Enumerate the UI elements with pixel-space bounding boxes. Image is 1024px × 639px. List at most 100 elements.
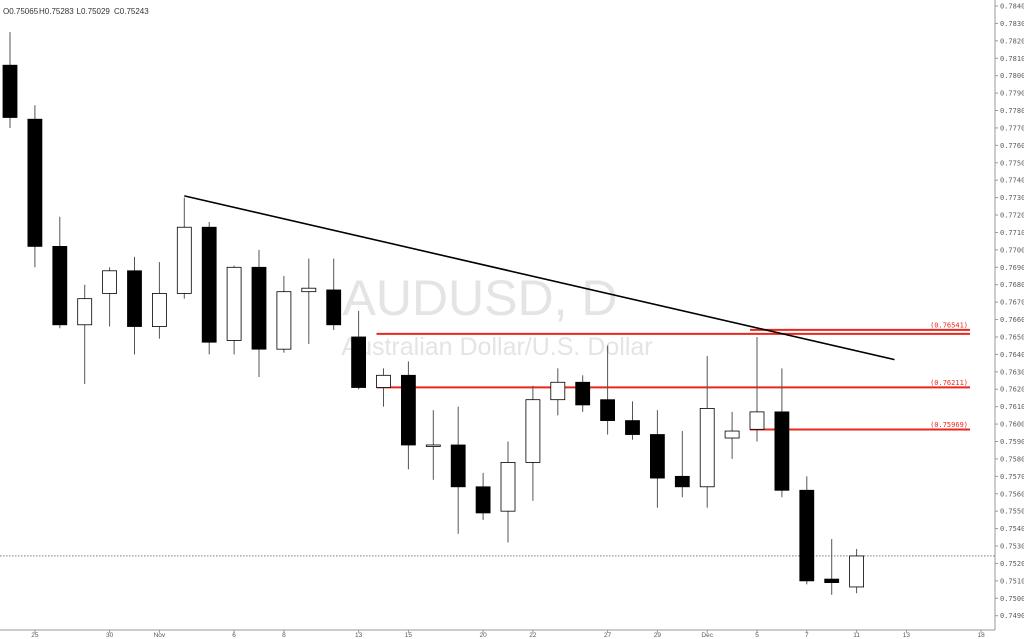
candle-body-up: [699, 408, 715, 488]
candle-body-down: [650, 434, 665, 479]
candle[interactable]: [226, 265, 242, 355]
candle[interactable]: [450, 406, 466, 534]
trend-line[interactable]: [184, 195, 895, 361]
candle-body-up: [500, 462, 516, 512]
candle[interactable]: [27, 105, 43, 268]
candle-body-up: [849, 555, 864, 588]
candle[interactable]: [351, 310, 367, 390]
candle[interactable]: [326, 258, 342, 331]
candle-body-up: [77, 298, 93, 326]
time-tick-label: 15: [405, 632, 413, 639]
candle[interactable]: [525, 385, 541, 501]
candle-body-up: [550, 381, 566, 401]
time-tick-label: 20: [479, 632, 487, 639]
candle-body-up: [151, 293, 167, 327]
candle[interactable]: [475, 472, 491, 520]
symbol-watermark: AUDUSD, D Australian Dollar/U.S. Dollar: [341, 270, 652, 361]
ohlc-legend: O0.75065 H0.75283 L0.75029 C0.75243: [3, 7, 149, 16]
candle-body-down: [201, 226, 217, 343]
level-price-label: (0.76541): [930, 321, 968, 329]
candle[interactable]: [799, 476, 815, 585]
candle-body-up: [376, 374, 391, 388]
candle-body-down: [575, 381, 591, 406]
candle[interactable]: [425, 410, 441, 480]
trend-lines[interactable]: [184, 195, 895, 361]
candle-body-down: [475, 486, 491, 514]
candle[interactable]: [600, 345, 615, 435]
candle-body-up: [749, 411, 765, 430]
candle[interactable]: [127, 256, 142, 355]
candle-body-down: [351, 336, 367, 388]
time-tick-label: Nov: [154, 632, 166, 639]
candle[interactable]: [824, 539, 840, 595]
candle[interactable]: [102, 267, 117, 327]
ohlc-h-value: H0.75283: [39, 7, 74, 16]
candle[interactable]: [650, 410, 665, 508]
candle-body-down: [450, 444, 466, 488]
candle[interactable]: [251, 249, 267, 378]
candle-body-down: [2, 64, 18, 118]
candle-body-up: [425, 444, 441, 447]
candle[interactable]: [500, 441, 516, 543]
candle-body-down: [27, 118, 43, 247]
candles[interactable]: [2, 32, 864, 595]
level-price-label: (0.75969): [930, 421, 968, 429]
time-tick-label: 18: [977, 632, 985, 639]
candle[interactable]: [849, 548, 864, 594]
candle-body-up: [301, 287, 317, 293]
candle[interactable]: [376, 368, 391, 407]
candle[interactable]: [724, 411, 740, 459]
time-tick-label: 27: [604, 632, 612, 639]
time-tick-label: 30: [106, 632, 114, 639]
time-tick-label: 11: [853, 632, 860, 639]
candle-body-down: [674, 475, 690, 488]
candle[interactable]: [176, 197, 192, 299]
candle[interactable]: [749, 336, 765, 442]
ohlc-c-value: C0.75243: [114, 7, 149, 16]
candle-body-up: [226, 266, 242, 341]
candle-body-down: [400, 374, 416, 446]
candle[interactable]: [699, 356, 715, 508]
candle[interactable]: [400, 361, 416, 470]
candle-body-down: [774, 411, 790, 491]
ohlc-o-value: O0.75065: [3, 7, 39, 16]
candle[interactable]: [674, 431, 690, 498]
candle[interactable]: [550, 368, 566, 416]
candle[interactable]: [77, 284, 93, 385]
candle[interactable]: [575, 375, 591, 412]
candle-body-down: [326, 289, 342, 326]
candle[interactable]: [625, 401, 640, 440]
candle[interactable]: [301, 258, 317, 344]
candle[interactable]: [276, 276, 292, 353]
candle[interactable]: [151, 262, 167, 339]
candle-body-up: [525, 399, 541, 463]
candle-body-down: [600, 399, 615, 421]
time-tick-label: 29: [654, 632, 662, 639]
level-price-label: (0.76211): [930, 379, 968, 387]
time-scale[interactable]: 25 30 Nov 6 8 13 15 20 22 27 29 Dec 5 7 11 13 18: [0, 629, 995, 639]
candle[interactable]: [2, 32, 18, 128]
candle[interactable]: [774, 368, 790, 498]
horizontal-levels[interactable]: (0.76541) (0.76211) (0.75969): [376, 321, 971, 431]
candle[interactable]: [201, 222, 217, 355]
candle[interactable]: [52, 216, 68, 329]
